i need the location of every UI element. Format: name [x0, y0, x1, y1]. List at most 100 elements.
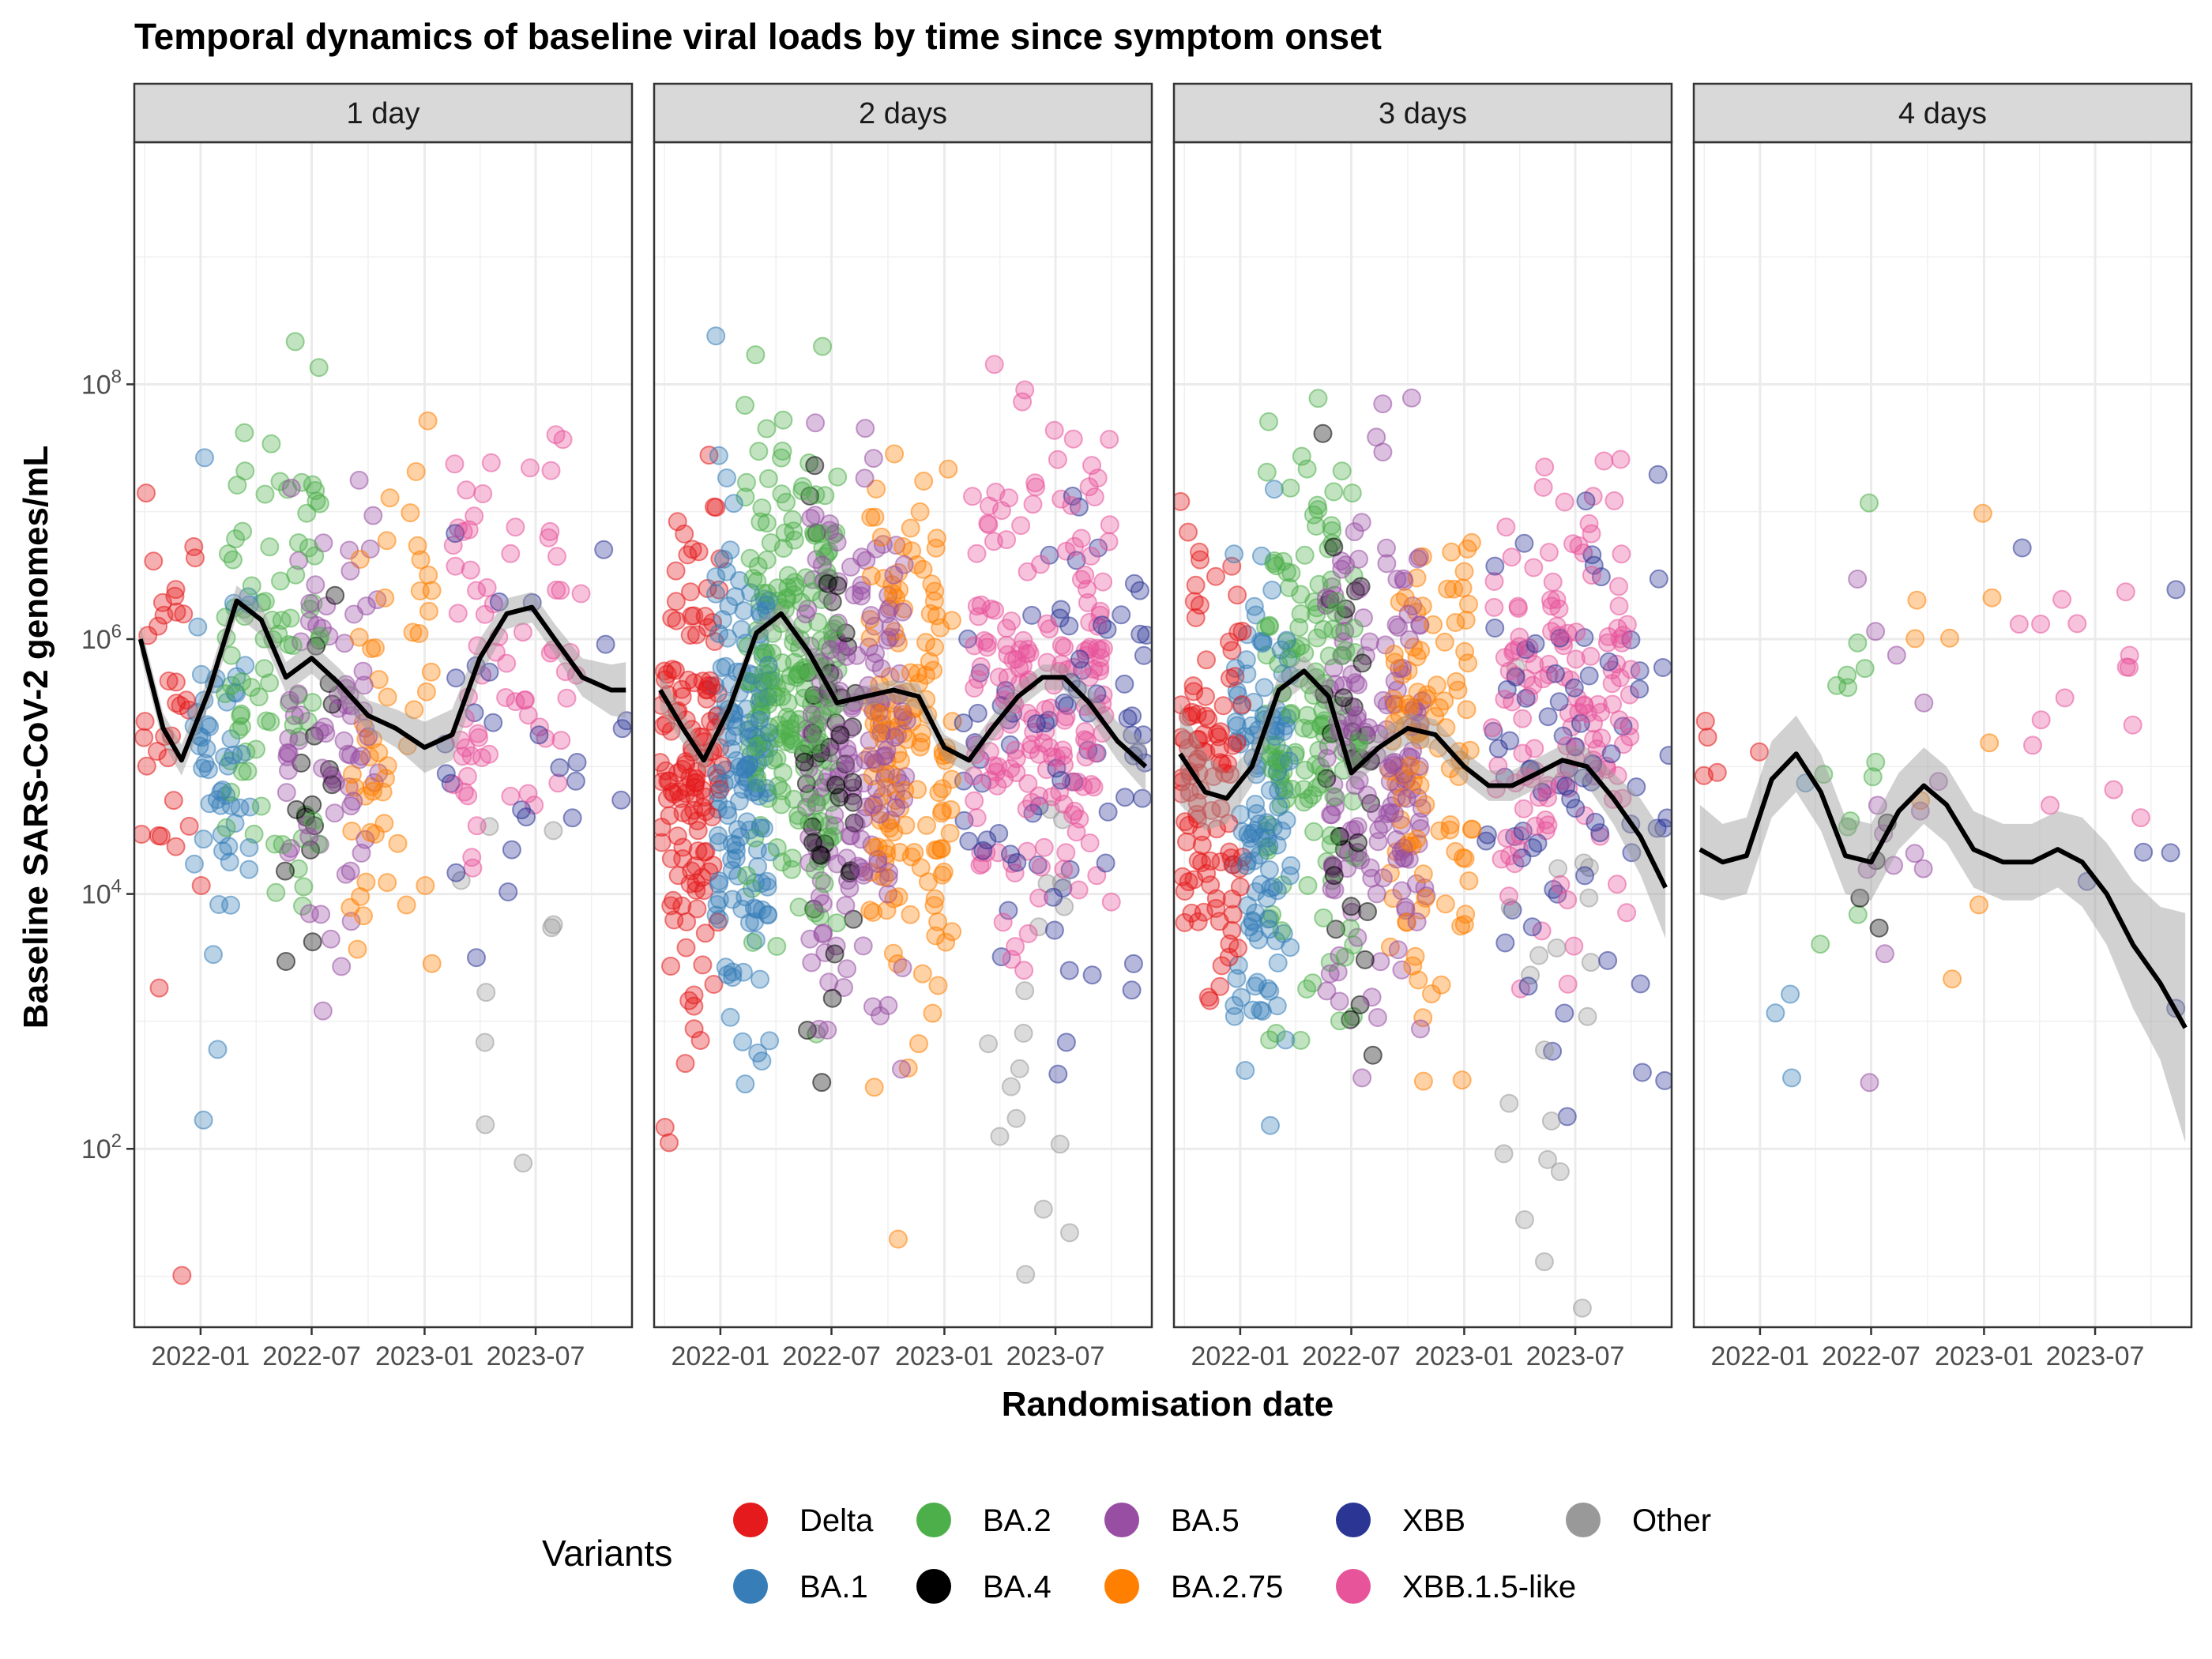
point-ba-4 [805, 456, 825, 476]
x-tick-label: 2022-07 [1302, 1341, 1401, 1371]
point-xbb-1-5-like [1484, 572, 1504, 591]
point-ba-5 [1910, 801, 1930, 821]
point-ba-2-75 [861, 566, 881, 585]
point-xbb-1-5-like [971, 656, 991, 676]
point-xbb-1-5-like [1543, 572, 1563, 592]
point-ba-2-75 [1982, 588, 2002, 608]
point-xbb-1-5-like [463, 858, 483, 878]
legend-label: BA.4 [983, 1570, 1051, 1604]
point-ba-1 [1251, 875, 1271, 894]
point-xbb [489, 592, 509, 611]
y-tick-label: 104 [81, 876, 122, 910]
point-ba-5 [1868, 796, 1887, 815]
point-xbb-1-5-like [1080, 833, 1100, 852]
point-ba-5 [809, 1019, 829, 1039]
point-ba-5 [871, 1006, 890, 1025]
point-ba-2 [257, 711, 276, 731]
point-xbb-1-5-like [1077, 732, 1097, 751]
point-ba-1 [1262, 581, 1282, 600]
point-ba-2 [1295, 545, 1315, 565]
point-delta [1212, 754, 1232, 774]
point-ba-1 [1260, 781, 1280, 800]
point-ba-2 [1848, 905, 1868, 924]
point-ba-2 [828, 467, 848, 487]
point-ba-2-75 [363, 781, 382, 801]
point-ba-5 [884, 565, 904, 585]
point-xbb-1-5-like [2041, 796, 2060, 815]
point-xbb-1-5-like [454, 782, 474, 802]
point-ba-2-75 [927, 841, 947, 860]
point-ba-1 [1232, 988, 1251, 1007]
point-xbb-1-5-like [1055, 755, 1074, 775]
point-delta [1698, 728, 1717, 747]
point-ba-5 [836, 896, 856, 916]
point-ba-2-75 [1413, 864, 1433, 884]
point-ba-1 [743, 665, 763, 685]
point-other [1581, 953, 1601, 972]
point-ba-2 [223, 550, 243, 570]
point-delta [134, 728, 154, 747]
point-xbb [1044, 920, 1064, 940]
point-xbb [480, 662, 499, 682]
point-ba-2 [283, 636, 303, 656]
point-delta [1206, 566, 1225, 586]
point-ba-2-75 [864, 1078, 884, 1097]
point-delta [660, 1133, 679, 1153]
point-ba-2 [772, 448, 791, 468]
point-ba-2-75 [883, 584, 903, 604]
point-delta [174, 604, 194, 624]
point-delta [696, 802, 716, 822]
point-ba-5 [1362, 988, 1382, 1007]
point-xbb-1-5-like [1042, 787, 1062, 807]
point-delta [664, 784, 684, 804]
point-xbb [596, 634, 615, 654]
point-delta [1186, 575, 1206, 595]
point-ba-2-75 [931, 618, 950, 638]
point-ba-4 [307, 636, 326, 656]
point-ba-1 [706, 567, 726, 586]
point-ba-2-75 [376, 769, 395, 788]
x-tick-label: 2023-01 [375, 1341, 474, 1371]
point-xbb-1-5-like [1551, 875, 1571, 894]
point-ba-1 [759, 723, 779, 743]
point-ba-4 [1326, 920, 1345, 939]
point-ba-2-75 [924, 660, 943, 680]
point-ba-4 [276, 861, 295, 881]
point-ba-5 [886, 798, 906, 818]
point-ba-2 [806, 485, 826, 505]
point-ba-5 [1348, 843, 1367, 862]
point-ba-1 [220, 852, 239, 872]
point-delta [191, 876, 211, 895]
point-xbb-1-5-like [2116, 657, 2136, 677]
x-tick-label: 2023-07 [487, 1341, 585, 1371]
point-xbb-1-5-like [1100, 515, 1119, 535]
point-delta [1174, 784, 1191, 803]
point-ba-1 [193, 758, 213, 778]
point-ba-5 [340, 561, 360, 581]
point-xbb-1-5-like [515, 690, 535, 709]
x-tick-label: 2022-07 [782, 1341, 881, 1371]
point-other [1534, 1252, 1554, 1272]
point-ba-2-75 [1440, 820, 1460, 840]
point-ba-5 [1349, 675, 1367, 694]
point-other [1494, 1144, 1514, 1164]
point-ba-1 [709, 871, 729, 891]
point-ba-5 [1362, 868, 1382, 888]
point-xbb-1-5-like [443, 536, 463, 555]
point-ba-2-75 [916, 633, 935, 653]
point-ba-2-75 [1425, 706, 1445, 726]
point-ba-2 [303, 811, 323, 831]
point-ba-2 [1264, 554, 1284, 574]
point-ba-5 [885, 728, 905, 747]
point-xbb [1653, 658, 1672, 677]
point-ba-2 [784, 789, 803, 809]
point-ba-5 [814, 924, 833, 942]
point-ba-5 [856, 797, 876, 817]
point-ba-2-75 [1407, 647, 1427, 667]
point-ba-2 [1259, 617, 1279, 637]
data-points [134, 332, 632, 1285]
point-xbb-1-5-like [1037, 614, 1057, 634]
point-ba-1 [709, 832, 729, 852]
point-xbb-1-5-like [1499, 886, 1518, 906]
